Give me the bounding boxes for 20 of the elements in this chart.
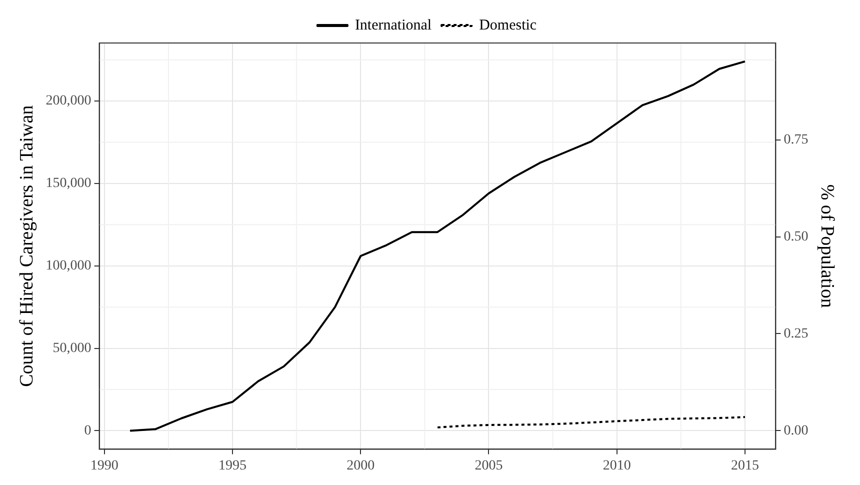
y-tick-label: 200,000 [46, 94, 92, 109]
y2-tick-label: 0.50 [784, 229, 808, 244]
y-tick-label: 150,000 [46, 176, 92, 192]
y-tick-label: 0 [84, 423, 92, 438]
x-tick-label: 1995 [218, 458, 247, 474]
legend-label: International [354, 17, 432, 34]
x-tick-label: 2015 [730, 458, 759, 474]
y2-axis-title: % of Population [816, 184, 838, 308]
y2-tick-label: 0.25 [784, 326, 808, 342]
x-tick-label: 2000 [346, 458, 375, 474]
x-tick-label: 2005 [474, 458, 503, 474]
line-series [436, 416, 746, 428]
y-axis-title: Count of Hired Caregivers in Taiwan [16, 104, 38, 387]
y-tick-label: 50,000 [52, 340, 92, 356]
x-tick-label: 1990 [90, 458, 118, 474]
y2-tick-label: 0.75 [784, 132, 808, 148]
legend-label: Domestic [479, 17, 537, 34]
y-tick-label: 100,000 [46, 258, 92, 274]
x-tick-label: 2010 [602, 458, 631, 474]
y2-tick-label: 0.00 [784, 423, 808, 438]
